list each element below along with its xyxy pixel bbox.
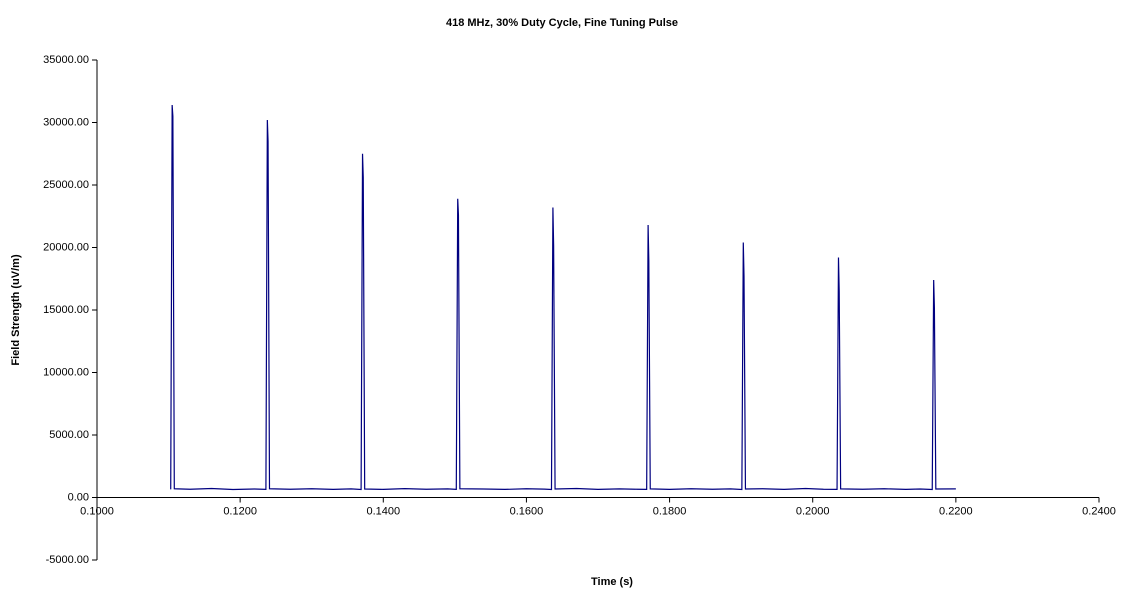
x-tick-label: 0.2400 — [1082, 505, 1116, 517]
y-tick-label: 20000.00 — [43, 241, 89, 253]
y-tick-label: 35000.00 — [43, 54, 89, 66]
y-tick-label: 30000.00 — [43, 116, 89, 128]
x-tick-label: 0.1000 — [80, 505, 114, 517]
x-tick-label: 0.1800 — [653, 505, 687, 517]
y-tick-label: -5000.00 — [46, 554, 89, 566]
chart-title: 418 MHz, 30% Duty Cycle, Fine Tuning Pul… — [446, 17, 678, 29]
x-tick-label: 0.2000 — [796, 505, 830, 517]
data-line — [170, 104, 956, 491]
x-axis-label: Time (s) — [591, 576, 633, 588]
y-tick-label: 15000.00 — [43, 304, 89, 316]
y-tick-label: 10000.00 — [43, 366, 89, 378]
y-tick-label: 25000.00 — [43, 179, 89, 191]
x-tick-label: 0.2200 — [939, 505, 973, 517]
y-tick-label: 5000.00 — [49, 429, 89, 441]
y-axis-label: Field Strength (uV/m) — [10, 254, 22, 366]
y-tick-label: 0.00 — [68, 491, 89, 503]
x-tick-label: 0.1200 — [223, 505, 257, 517]
x-tick-label: 0.1400 — [366, 505, 400, 517]
x-tick-label: 0.1600 — [510, 505, 544, 517]
